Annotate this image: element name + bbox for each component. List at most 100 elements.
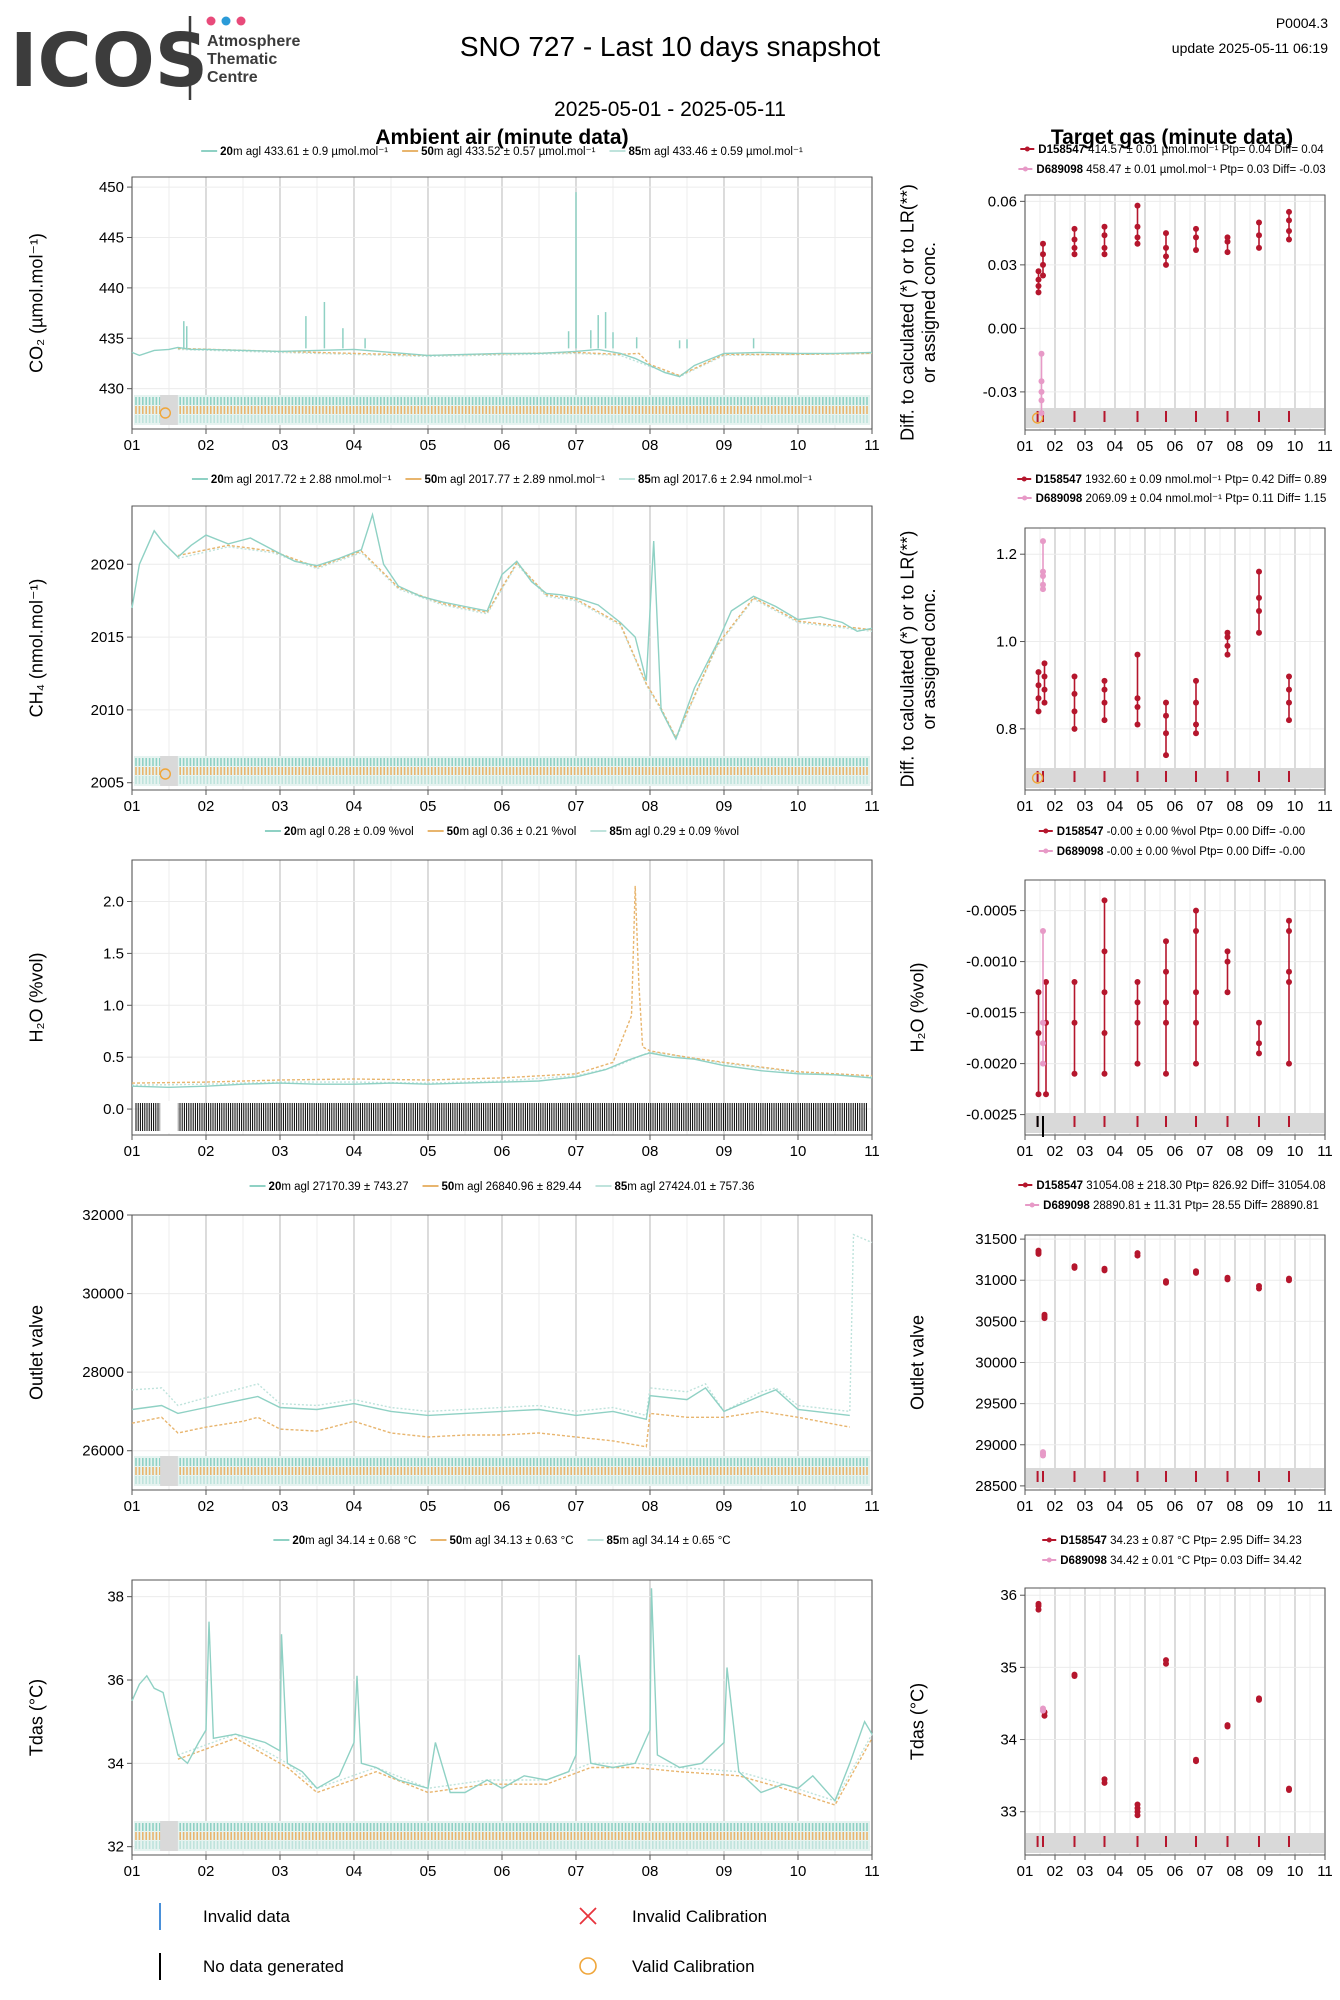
y-axis-label-line: or assigned conc. bbox=[919, 242, 939, 383]
legend-name: D689098 bbox=[1036, 493, 1086, 505]
legend-entry: D689098 458.47 ± 0.01 µmol.mol⁻¹ Ptp= 0.… bbox=[1036, 164, 1325, 176]
x-tick-label: 08 bbox=[1227, 798, 1244, 815]
legend-text: 31054.08 ± 218.30 Ptp= 826.92 Diff= 3105… bbox=[1086, 1180, 1326, 1192]
target-point-D158547 bbox=[1193, 907, 1199, 914]
target-point-D158547 bbox=[1040, 240, 1046, 247]
legend-level: 20 bbox=[269, 1181, 282, 1193]
x-tick-label: 05 bbox=[1137, 798, 1154, 815]
target-point-D158547 bbox=[1041, 699, 1048, 706]
legend-text: m agl 2017.77 ± 2.89 nmol.mol⁻¹ bbox=[437, 474, 605, 486]
target-point-D158547 bbox=[1224, 629, 1231, 636]
x-tick-label: 07 bbox=[568, 1498, 585, 1515]
target-point-D158547 bbox=[1101, 677, 1108, 684]
status-ticks bbox=[135, 1823, 868, 1849]
legend-text: m agl 2017.72 ± 2.88 nmol.mol⁻¹ bbox=[224, 474, 392, 486]
legend-point bbox=[1022, 495, 1028, 501]
y-tick-label: 1.5 bbox=[103, 945, 124, 962]
legend-point bbox=[1029, 1202, 1035, 1208]
target-point-D689098 bbox=[1038, 350, 1045, 357]
legend-level: 85 bbox=[614, 1181, 627, 1193]
x-tick-label: 07 bbox=[568, 1863, 585, 1880]
target-point-D158547 bbox=[1101, 232, 1108, 239]
target-point-D689098 bbox=[1040, 1449, 1046, 1456]
legend-name: D158547 bbox=[1035, 474, 1085, 486]
target-point-D158547 bbox=[1035, 268, 1042, 275]
y-tick-label: -0.0005 bbox=[966, 903, 1017, 920]
ambient-legend: 20m agl 27170.39 ± 743.27 50m agl 26840.9… bbox=[249, 1181, 754, 1193]
x-tick-label: 03 bbox=[1077, 1863, 1094, 1880]
legend-level: 50 bbox=[447, 826, 460, 838]
y-tick-label: -0.0020 bbox=[966, 1056, 1017, 1073]
series-line-85m-agl bbox=[131, 1233, 873, 1417]
y-tick-label: 0.8 bbox=[996, 721, 1017, 738]
legend-level: 20 bbox=[284, 826, 297, 838]
x-tick-label: 10 bbox=[790, 1498, 807, 1515]
y-axis-label: Diff. to calculated (*) or to LR(**)or a… bbox=[897, 531, 939, 788]
target-point-D689098 bbox=[1040, 581, 1046, 588]
x-tick-label: 06 bbox=[1167, 438, 1184, 455]
y-axis-label-line: Diff. to calculated (*) or to LR(**) bbox=[897, 531, 917, 788]
x-tick-label: 05 bbox=[1137, 1498, 1154, 1515]
x-tick-label: 10 bbox=[1287, 438, 1304, 455]
x-tick-label: 04 bbox=[1107, 1143, 1124, 1160]
x-tick-label: 05 bbox=[1137, 1863, 1154, 1880]
x-tick-label: 04 bbox=[346, 798, 363, 815]
target-point-D689098 bbox=[1038, 378, 1045, 385]
y-tick-label: 450 bbox=[99, 179, 124, 196]
x-tick-label: 09 bbox=[716, 437, 733, 454]
y-tick-label: 0.0 bbox=[103, 1101, 124, 1118]
status-band bbox=[1026, 1468, 1324, 1488]
plot-frame bbox=[131, 505, 873, 791]
legend-entry: 85m agl 0.29 ± 0.09 %vol bbox=[609, 826, 739, 838]
y-tick-label: 29000 bbox=[975, 1437, 1017, 1454]
target-point-D158547 bbox=[1163, 712, 1169, 719]
x-tick-label: 06 bbox=[494, 1863, 511, 1880]
valid-calibration-marker bbox=[1031, 412, 1044, 424]
target-point-D158547 bbox=[1256, 607, 1262, 614]
ambient-panel-co2_ambient: 01 02 03 04 05 06 07 08 09 10 11 430 435 440 445 450 CO₂… bbox=[26, 146, 879, 454]
legend-level: 50 bbox=[442, 1181, 455, 1193]
target-point-D158547 bbox=[1286, 968, 1292, 975]
legend-entry: D689098 28890.81 ± 11.31 Ptp= 28.55 Diff… bbox=[1043, 1200, 1319, 1212]
legend-point bbox=[1022, 1182, 1028, 1188]
valid-calibration-marker bbox=[1031, 772, 1044, 784]
target-point-D158547 bbox=[1071, 236, 1078, 243]
legend-point bbox=[1024, 146, 1030, 152]
y-tick-label: 26000 bbox=[82, 1443, 124, 1460]
y-tick-label: 38 bbox=[107, 1589, 124, 1606]
series-line-20m-agl bbox=[131, 1588, 873, 1803]
target-point-D158547 bbox=[1286, 208, 1292, 215]
target-point-D158547 bbox=[1035, 1247, 1042, 1254]
target-point-D158547 bbox=[1035, 695, 1042, 702]
target-point-D158547 bbox=[1101, 1070, 1108, 1077]
target-point-D158547 bbox=[1035, 1600, 1042, 1607]
page-title: SNO 727 - Last 10 days snapshot bbox=[460, 31, 880, 62]
target-point-D689098 bbox=[1038, 410, 1045, 417]
x-tick-label: 05 bbox=[420, 798, 437, 815]
y-tick-label: 435 bbox=[99, 330, 124, 347]
y-axis-label: H₂O (%vol) bbox=[26, 953, 46, 1043]
target-point-D158547 bbox=[1101, 223, 1108, 230]
x-tick-label: 09 bbox=[716, 1498, 733, 1515]
legend-entry: 20m agl 2017.72 ± 2.88 nmol.mol⁻¹ bbox=[211, 474, 392, 486]
series-line-20m-agl bbox=[131, 1052, 873, 1089]
x-tick-label: 10 bbox=[1287, 1143, 1304, 1160]
legend-text: 414.57 ± 0.01 µmol.mol⁻¹ Ptp= 0.04 Diff=… bbox=[1088, 144, 1324, 156]
series-line-50m-agl bbox=[131, 885, 873, 1084]
target-point-D158547 bbox=[1163, 1657, 1169, 1664]
target-point-D158547 bbox=[1071, 708, 1078, 715]
target-point-D158547 bbox=[1286, 217, 1292, 224]
legend-entry: 85m agl 2017.6 ± 2.94 nmol.mol⁻¹ bbox=[638, 474, 812, 486]
x-tick-label: 02 bbox=[198, 798, 215, 815]
x-tick-label: 08 bbox=[1227, 1143, 1244, 1160]
target-point-D158547 bbox=[1101, 1265, 1108, 1272]
x-tick-label: 06 bbox=[494, 1498, 511, 1515]
target-point-D158547 bbox=[1224, 249, 1231, 256]
target-point-D158547 bbox=[1193, 234, 1199, 241]
x-tick-label: 01 bbox=[124, 798, 141, 815]
target-point-D158547 bbox=[1035, 1091, 1042, 1098]
series-line-85m-agl bbox=[131, 1051, 873, 1086]
target-point-D158547 bbox=[1256, 1019, 1262, 1026]
plot-frame bbox=[1024, 527, 1326, 791]
y-axis-label-line: Outlet valve bbox=[907, 1315, 927, 1410]
